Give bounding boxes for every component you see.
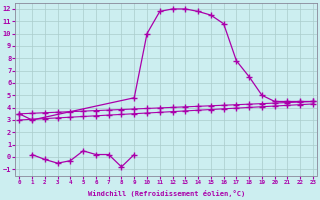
X-axis label: Windchill (Refroidissement éolien,°C): Windchill (Refroidissement éolien,°C) [88,190,245,197]
